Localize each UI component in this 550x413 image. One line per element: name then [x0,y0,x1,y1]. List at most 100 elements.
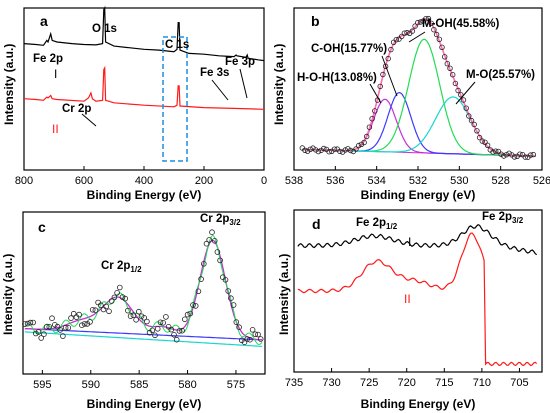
panel-c-raw-point [38,335,44,341]
panel-c-raw-point [108,298,115,304]
x-tick-label: 595 [33,379,51,391]
panel-c-raw-point [247,336,253,343]
panel-c-raw-point [114,289,120,296]
panel-b-raw-point [517,151,523,157]
panel-b-raw-point [404,29,410,36]
panel-b-raw-point [423,16,429,22]
x-tick-label: 538 [285,175,303,187]
x-tick-label: 575 [227,379,245,391]
panel-b-raw-point [310,145,316,151]
panel-b-raw-point [444,61,450,67]
panel-c-raw-point [43,323,50,330]
panel-d-letter: d [312,216,321,232]
panel-c-raw-point [117,284,123,291]
panel-c-raw-point [49,315,55,322]
panel-c-fit-curves [22,229,264,347]
panel-a-y-label: Intensity (a.u.) [2,44,16,125]
cr2p-arrow [81,113,97,127]
panel-b-y-label: Intensity (a.u.) [272,44,286,125]
panel-c-x-label: Binding Energy (eV) [87,397,202,411]
x-tick-label: 585 [130,379,148,391]
panel-b-hoh-label: H-O-H(13.08%) [297,72,377,84]
x-tick-label: 530 [450,175,468,187]
panel-c-raw-point [81,321,88,327]
x-tick-label: 710 [473,377,491,389]
panel-a-highlight-box [162,36,188,162]
fe3p-arrow [239,68,248,99]
panel-d-fe32-main: Fe 2p [482,211,512,223]
panel-c-raw-point [68,315,74,321]
panel-b-raw-point [428,20,434,26]
panel-a-o1s-label: O 1s [92,23,117,35]
panel-d-fe32-label: Fe 2p3/2 [482,211,524,225]
panel-c-raw-point [27,319,34,326]
x-tick-label: 532 [409,175,427,187]
panel-b-raw-point [501,153,507,159]
panel-b-raw-point [313,147,319,153]
x-tick-label: 534 [367,175,385,187]
x-tick-label: 730 [322,377,340,389]
panel-c-raw-point [168,326,175,333]
panel-a-arrows [81,68,248,127]
panel-d-y-label: Intensity (a.u.) [277,254,291,335]
panel-d-curve-I [297,224,538,256]
panel-c-cr12-main: Cr 2p [101,260,130,272]
panel-b-raw-point [479,138,485,144]
panel-b-raw-point [342,147,348,153]
panel-d-curve-II-label: II [404,292,411,306]
panel-b-raw-point [326,148,332,155]
panel-c-raw-point [87,319,93,325]
panel-c-raw-point [244,336,251,342]
panel-a-letter: a [40,13,48,29]
panel-b-raw-point [493,148,499,154]
panel-c-raw-point [154,325,161,332]
panel-a-frame [23,7,265,171]
fe3s-arrow [211,79,229,101]
panel-b-raw-point [530,151,536,158]
panel-b-raw-point [450,71,456,78]
hoh-arrow [369,83,382,104]
panel-b-raw-point [471,121,477,128]
panel-c-raw-point [46,323,53,330]
panel-a-cr2p-label: Cr 2p [62,103,91,115]
panel-b-peak-1 [302,98,536,157]
panel-b-raw-point [369,115,375,122]
panel-c-raw-point [106,308,112,315]
panel-b-raw-point [393,37,399,43]
panel-b-raw-point [366,124,373,130]
panel-b-raw-point [447,65,453,71]
panel-b-raw-point [353,146,359,152]
x-tick-label: 590 [82,379,100,391]
panel-c-raw-point [179,327,185,334]
panel-b-raw-point [361,139,367,146]
panel-c-cr32-sub: 3/2 [229,218,241,227]
panel-d: 735 730 725 720 715 710 705 d Fe 2p1/2 Fe 2p3/… [277,209,543,411]
panel-c-raw-point [127,313,134,319]
panel-c-raw-point [241,339,248,346]
panel-c-raw-point [152,332,158,339]
panel-c-raw-point [136,308,142,315]
panel-c-raw-point [41,331,47,338]
x-tick-label: 526 [533,175,550,187]
panel-b-raw-point [460,97,467,103]
panel-b-raw-point [356,142,362,149]
panel-c-raw-point [201,260,207,267]
panel-b-raw-point [399,33,405,40]
panel-b-raw-point [331,146,338,152]
panel-c-raw-point [111,294,118,301]
panel-b-raw-point [463,105,469,111]
panel-b-raw-point [466,113,472,119]
panel-b-raw-point [506,150,512,156]
panel-a-curve-II [23,65,265,110]
panel-c-raw-point [249,326,256,333]
panel-c-raw-point [149,327,156,334]
panel-b-raw-point [433,31,440,38]
panel-c-raw-point [130,312,137,319]
x-tick-label: 600 [75,175,93,187]
panel-b-raw-point [511,154,518,160]
panel-b-raw-point [442,54,448,60]
panel-b-raw-point [315,148,322,155]
panel-c-raw-point [230,302,237,308]
panel-c-raw-point [138,313,145,320]
panel-a-curve-I [23,5,265,62]
